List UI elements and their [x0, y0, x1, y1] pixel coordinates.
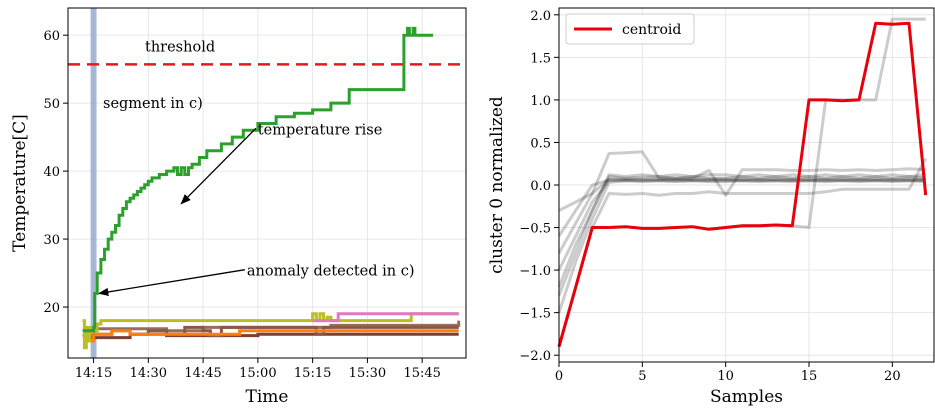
segment-highlight-band — [90, 8, 97, 358]
x-tick-label: 14:30 — [130, 366, 167, 381]
cluster-member-line — [557, 179, 926, 271]
temperature-series-line — [312, 312, 459, 323]
y-tick-label: 50 — [43, 97, 60, 112]
cluster-member-line — [557, 173, 926, 297]
y-tick-label: 0.0 — [530, 179, 551, 194]
centroid-line — [557, 21, 928, 348]
temperature-series — [82, 26, 461, 350]
x-tick-label: 10 — [717, 369, 734, 384]
x-tick-label: 15:00 — [239, 366, 276, 381]
temperature-series-line — [82, 26, 434, 333]
anomaly-detected-label: anomaly detected in c) — [247, 264, 415, 280]
y-tick-label: −1.0 — [519, 264, 551, 279]
x-tick-label: 15 — [801, 369, 818, 384]
cluster-member-line — [557, 175, 926, 288]
x-tick-label: 15:45 — [403, 366, 440, 381]
cluster-member-line — [557, 179, 926, 314]
temperature-annotations: threshold segment in c) temperature rise an… — [98, 39, 415, 297]
temperature-grid — [68, 8, 466, 358]
temperature-y-axis-label: Temperature[C] — [10, 114, 30, 252]
x-tick-label: 14:15 — [75, 366, 112, 381]
y-tick-label: −1.5 — [519, 307, 551, 322]
y-tick-label: 60 — [43, 29, 60, 44]
annotation-arrow — [98, 269, 246, 297]
cluster-member-line — [557, 157, 928, 348]
legend-centroid-label: centroid — [622, 22, 681, 38]
y-tick-label: 0.5 — [530, 136, 551, 151]
temperature-series-line — [89, 320, 461, 333]
temperature-series-line — [86, 329, 459, 343]
cluster-x-axis-label: Samples — [710, 387, 783, 407]
annotation-arrow — [180, 127, 257, 205]
y-tick-label: 2.0 — [530, 9, 551, 24]
threshold-label: threshold — [145, 39, 215, 55]
legend: centroid — [565, 13, 695, 45]
temperature-x-axis-label: Time — [246, 387, 289, 407]
x-tick-label: 14:45 — [184, 366, 221, 381]
temperature-rise-label: temperature rise — [258, 122, 382, 138]
cluster-y-axis-label: cluster 0 normalized — [487, 96, 507, 274]
cluster-ticks: 0 5 10 15 20 −2.0 −1.5 −1.0 −0.5 0.0 0.5 1.0 1.5 2.0 — [519, 9, 900, 384]
x-tick-label: 0 — [555, 369, 563, 384]
y-tick-label: 20 — [43, 301, 60, 316]
y-tick-label: −2.0 — [519, 349, 551, 364]
legend-box — [565, 13, 695, 45]
x-tick-label: 5 — [638, 369, 646, 384]
temperature-ticks: 14:15 14:30 14:45 15:00 15:15 15:30 15:45 20 30 4… — [43, 29, 440, 381]
cluster-grid — [558, 8, 934, 362]
cluster-member-line — [557, 177, 926, 254]
x-tick-label: 15:15 — [294, 366, 331, 381]
y-tick-label: 30 — [43, 233, 60, 248]
y-tick-label: −0.5 — [519, 222, 551, 237]
y-tick-label: 40 — [43, 165, 60, 180]
cluster-member-series — [557, 17, 928, 348]
y-tick-label: 1.0 — [530, 94, 551, 109]
temperature-panel: threshold segment in c) temperature rise an… — [10, 7, 467, 407]
x-tick-label: 20 — [884, 369, 901, 384]
segment-label: segment in c) — [103, 96, 203, 112]
temperature-axes-frame — [67, 7, 467, 359]
cluster-member-line — [558, 150, 926, 212]
x-tick-label: 15:30 — [349, 366, 386, 381]
cluster-member-line — [557, 178, 926, 237]
y-tick-label: 1.5 — [530, 51, 551, 66]
cluster-panel: 0 5 10 15 20−2.0−1.5−1.0−0.50.00.51.01.52.0 … — [487, 7, 935, 407]
